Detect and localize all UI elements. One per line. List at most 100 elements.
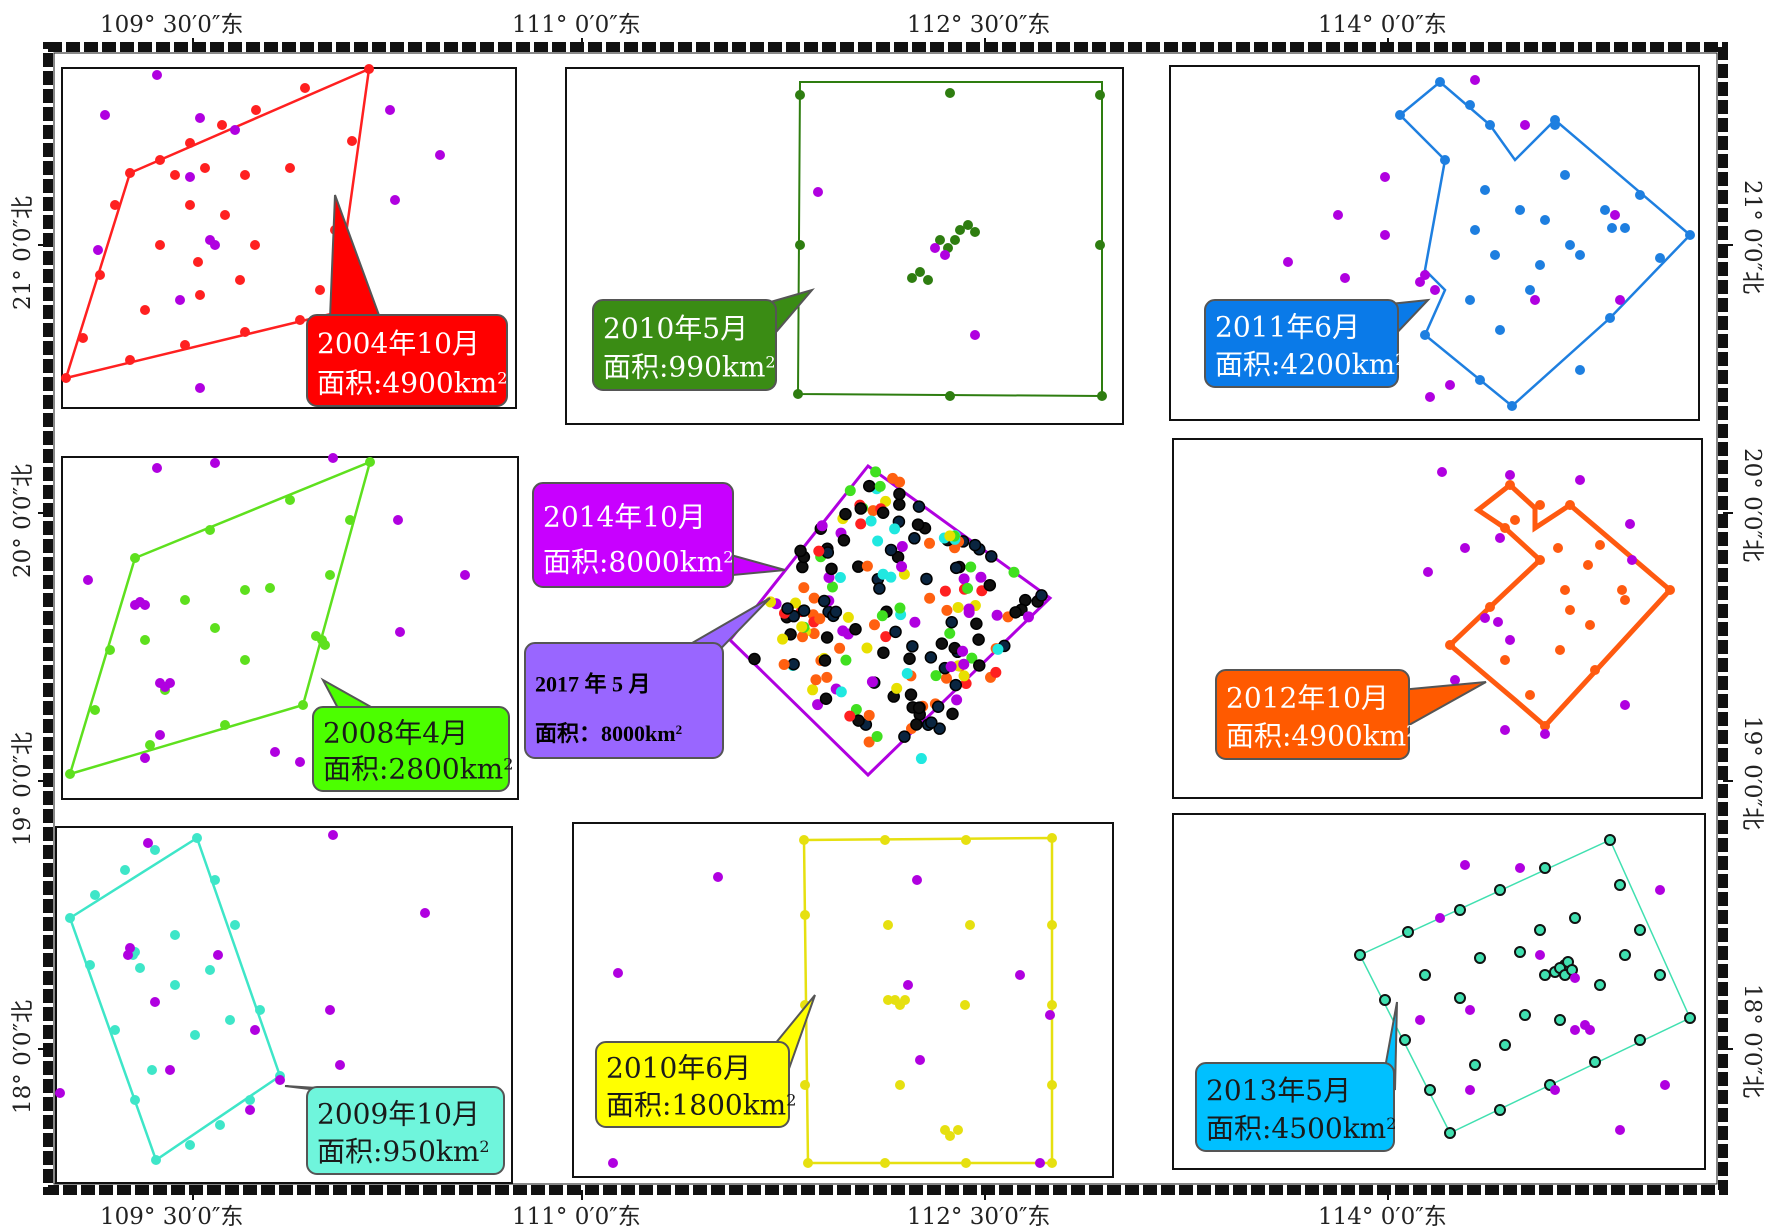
station-point (90, 890, 100, 900)
station-point (1665, 585, 1675, 595)
station-point (385, 105, 395, 115)
station-point (880, 631, 892, 643)
station-point (911, 518, 925, 531)
station-point (920, 572, 933, 586)
station-point (970, 330, 980, 340)
station-point (205, 235, 215, 245)
station-point (883, 995, 893, 1005)
station-point (347, 136, 357, 146)
station-point (185, 200, 195, 210)
station-point (945, 1131, 955, 1141)
station-point (803, 1158, 813, 1168)
station-point (55, 1088, 65, 1098)
station-point (884, 543, 898, 557)
station-point (949, 561, 963, 575)
station-point (1570, 973, 1580, 983)
station-point (962, 582, 974, 594)
lon-label-bottom: 111° 0′0″东 (512, 1204, 641, 1230)
callout-area: 面积:8000km2 (543, 545, 733, 578)
station-point (1535, 260, 1545, 270)
station-point (958, 658, 970, 670)
station-point (930, 243, 940, 253)
station-point (1575, 250, 1585, 260)
station-point (1008, 566, 1020, 578)
callout-area: 面积:2800km2 (323, 752, 513, 785)
station-point (931, 700, 945, 714)
station-point (1047, 1158, 1057, 1168)
station-point (963, 220, 973, 230)
station-point (837, 534, 851, 547)
station-point (844, 485, 856, 497)
station-point (155, 240, 165, 250)
station-point (958, 573, 970, 585)
station-point (852, 714, 865, 727)
callout-box (595, 1041, 790, 1128)
lon-label-bottom: 109° 30′0″东 (100, 1204, 243, 1230)
station-point (170, 980, 180, 990)
station-point (1575, 475, 1585, 485)
station-point (1620, 700, 1630, 710)
station-point (816, 520, 828, 532)
station-point (873, 582, 886, 595)
station-point (1095, 90, 1105, 100)
station-point (130, 1095, 140, 1105)
station-point (945, 615, 958, 629)
station-point (952, 601, 964, 613)
station-point (65, 769, 75, 779)
station-point (896, 541, 908, 553)
station-point (777, 633, 789, 645)
station-point (1570, 1025, 1580, 1035)
station-point (1660, 1080, 1670, 1090)
station-point (821, 671, 833, 683)
station-point (285, 495, 295, 505)
station-point (165, 678, 175, 688)
station-point (1555, 645, 1565, 655)
station-point (945, 88, 955, 98)
station-point (778, 659, 790, 671)
station-point (205, 965, 215, 975)
station-point (1470, 75, 1480, 85)
station-point (1423, 567, 1433, 577)
station-point (1515, 205, 1525, 215)
station-point (185, 138, 195, 148)
station-point (1380, 172, 1390, 182)
station-point (1510, 515, 1520, 525)
station-point (61, 373, 71, 383)
station-point (1620, 595, 1630, 605)
station-point (1565, 605, 1575, 615)
station-point (1424, 1084, 1436, 1096)
station-point (150, 997, 160, 1007)
callout-area: 面积:4900km2 (317, 366, 507, 399)
superscript-2: 2 (479, 1136, 489, 1155)
station-point (1440, 155, 1450, 165)
station-point (844, 710, 856, 722)
station-point (193, 257, 203, 267)
station-point (944, 627, 956, 639)
station-point (925, 716, 938, 729)
station-point (1540, 729, 1550, 739)
station-point (125, 168, 135, 178)
superscript-2: 2 (1386, 1113, 1396, 1132)
lon-label-top: 111° 0′0″东 (512, 12, 641, 38)
station-point (123, 950, 133, 960)
station-point (150, 845, 160, 855)
station-point (1565, 240, 1575, 250)
station-point (912, 875, 922, 885)
station-point (924, 537, 936, 549)
callout-box (306, 314, 508, 407)
station-point (865, 515, 877, 527)
station-point (808, 592, 820, 604)
station-point (1505, 480, 1515, 490)
station-point (1575, 365, 1585, 375)
station-point (944, 530, 956, 542)
station-point (1490, 250, 1500, 260)
station-point (240, 327, 250, 337)
callout-area: 面积:4500km2 (1206, 1112, 1396, 1145)
station-point (940, 250, 950, 260)
station-point (110, 200, 120, 210)
